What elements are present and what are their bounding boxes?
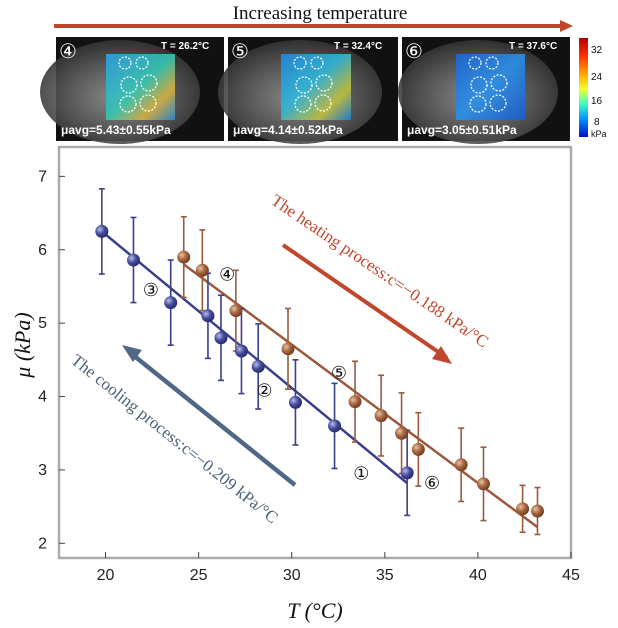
sample-marker: ① bbox=[353, 464, 369, 484]
sample-marker: ③ bbox=[143, 280, 159, 300]
image-panel-4: ④ T = 26.2°C μavg=5.43±0.55kPa bbox=[40, 37, 224, 144]
data-point-heating bbox=[411, 442, 425, 456]
roi-circles bbox=[468, 56, 508, 113]
regression-line-cooling bbox=[101, 230, 408, 485]
panel-id: ⑥ bbox=[405, 41, 423, 63]
data-point-cooling bbox=[251, 359, 265, 373]
y-tick-label: 3 bbox=[38, 462, 47, 479]
colorbar-tick: 24 bbox=[591, 72, 603, 83]
data-point-heating bbox=[374, 409, 388, 423]
sample-markers: ① ② ③ ④ ⑤ ⑥ bbox=[143, 265, 440, 493]
data-points bbox=[95, 224, 544, 518]
colorbar-unit: kPa bbox=[591, 129, 607, 139]
data-point-cooling bbox=[328, 419, 342, 433]
data-point-cooling bbox=[201, 309, 215, 323]
data-point-cooling bbox=[95, 224, 109, 238]
roi-circles bbox=[293, 56, 333, 113]
y-axis: 2 3 4 5 6 7 bbox=[38, 168, 65, 552]
header-title: Increasing temperature bbox=[233, 3, 408, 24]
y-tick-label: 7 bbox=[38, 168, 47, 185]
sample-marker: ④ bbox=[219, 265, 235, 285]
y-tick-label: 4 bbox=[38, 389, 47, 406]
x-tick-label: 45 bbox=[562, 567, 580, 584]
panel-mu: μavg=3.05±0.51kPa bbox=[407, 123, 517, 137]
cooling-arrow bbox=[122, 345, 297, 487]
data-point-cooling bbox=[400, 466, 414, 480]
temperature-arrow bbox=[54, 20, 573, 32]
data-point-cooling bbox=[214, 331, 228, 345]
colorbar-tick: 16 bbox=[591, 96, 603, 107]
x-tick-label: 35 bbox=[376, 567, 394, 584]
panel-temp: T = 32.4°C bbox=[334, 41, 382, 52]
roi-circles bbox=[118, 56, 158, 113]
data-point-cooling bbox=[164, 296, 178, 310]
data-point-heating bbox=[348, 395, 362, 409]
x-axis: 20 25 30 35 40 45 bbox=[97, 552, 580, 584]
x-tick-label: 30 bbox=[283, 567, 301, 584]
panel-id: ⑤ bbox=[231, 41, 249, 63]
data-point-heating bbox=[476, 477, 490, 491]
data-point-heating bbox=[454, 458, 468, 472]
data-point-heating bbox=[229, 304, 243, 318]
image-panel-6: ⑥ T = 37.6°C μavg=3.05±0.51kPa bbox=[398, 37, 570, 144]
y-axis-label: μ (kPa) bbox=[10, 312, 35, 378]
x-tick-label: 25 bbox=[190, 567, 208, 584]
colorbar-tick: 32 bbox=[591, 45, 603, 56]
data-point-cooling bbox=[234, 344, 248, 358]
colorbar: 32 24 16 8 kPa bbox=[579, 38, 607, 139]
x-tick-label: 20 bbox=[97, 567, 115, 584]
y-tick-label: 6 bbox=[38, 242, 47, 259]
panel-temp: T = 26.2°C bbox=[161, 41, 209, 52]
y-tick-label: 5 bbox=[38, 315, 47, 332]
data-point-heating bbox=[530, 504, 544, 518]
data-point-heating bbox=[281, 342, 295, 356]
panel-mu: μavg=4.14±0.52kPa bbox=[233, 123, 343, 137]
x-axis-label: T (°C) bbox=[287, 598, 342, 623]
sample-marker: ⑤ bbox=[331, 363, 347, 383]
heating-arrow bbox=[281, 243, 452, 364]
data-point-cooling bbox=[126, 253, 140, 267]
sample-marker: ⑥ bbox=[424, 473, 440, 493]
panel-id: ④ bbox=[59, 41, 77, 63]
y-tick-label: 2 bbox=[38, 535, 47, 552]
panel-mu: μavg=5.43±0.55kPa bbox=[61, 123, 171, 137]
data-point-heating bbox=[195, 263, 209, 277]
data-point-heating bbox=[177, 250, 191, 264]
data-point-cooling bbox=[288, 395, 302, 409]
x-tick-label: 40 bbox=[469, 567, 487, 584]
panel-temp: T = 37.6°C bbox=[509, 41, 557, 52]
image-panel-5: ⑤ T = 32.4°C μavg=4.14±0.52kPa bbox=[218, 37, 398, 144]
data-point-heating bbox=[516, 502, 530, 516]
colorbar-tick: 8 bbox=[594, 117, 600, 128]
sample-marker: ② bbox=[256, 381, 272, 401]
data-point-heating bbox=[395, 426, 409, 440]
